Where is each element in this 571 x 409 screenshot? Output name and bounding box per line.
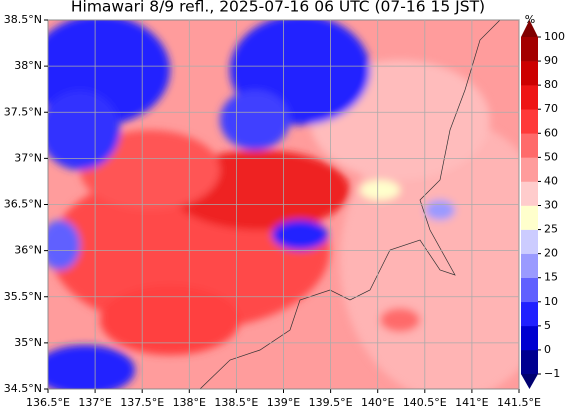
satellite-image: [48, 20, 519, 389]
x-tick-label: 137.5°E: [120, 396, 164, 409]
colorbar-label: 5: [544, 319, 551, 332]
x-tick-label: 138°E: [173, 396, 206, 409]
colorbar-segment: [521, 37, 538, 62]
colorbar-label: 70: [544, 102, 558, 115]
colorbar-label: 25: [544, 223, 558, 236]
colorbar-segment: [521, 349, 538, 375]
y-tick-label: 38.5°N: [4, 13, 42, 26]
colorbar-segment: [521, 181, 538, 206]
colorbar-over: [521, 20, 538, 37]
colorbar-segment: [521, 325, 538, 351]
colorbar-under: [521, 374, 538, 389]
colorbar-label: 20: [544, 247, 558, 260]
y-tick-label: 38°N: [14, 59, 42, 72]
colorbar-segment: [521, 253, 538, 279]
colorbar-label: 50: [544, 150, 558, 163]
colorbar-label: 40: [544, 174, 558, 187]
x-tick-label: 138.5°E: [214, 396, 258, 409]
colorbar-label: 100: [544, 30, 565, 43]
colorbar-label: 30: [544, 199, 558, 212]
colorbar-unit: %: [525, 13, 535, 26]
colorbar-label: 0: [544, 343, 551, 356]
colorbar-label: 60: [544, 126, 558, 139]
colorbar-segment: [521, 205, 538, 230]
x-tick-label: 139°E: [267, 396, 300, 409]
y-tick-label: 35°N: [14, 336, 42, 349]
colorbar-label: 90: [544, 54, 558, 67]
y-tick-label: 36°N: [14, 244, 42, 257]
x-tick-label: 141.5°E: [497, 396, 541, 409]
colorbar-segment: [521, 61, 538, 86]
x-tick-label: 141°E: [455, 396, 488, 409]
colorbar-segment: [521, 301, 538, 327]
colorbar-segment: [521, 157, 538, 182]
colorbar-segment: [521, 277, 538, 303]
x-tick-label: 137°E: [78, 396, 111, 409]
y-tick-label: 37°N: [14, 151, 42, 164]
colorbar-label: 15: [544, 271, 558, 284]
x-tick-label: 139.5°E: [309, 396, 353, 409]
y-tick-label: 37.5°N: [4, 105, 42, 118]
colorbar-segment: [521, 133, 538, 158]
y-tick-label: 34.5°N: [4, 382, 42, 395]
colorbar-segment: [521, 85, 538, 110]
x-tick-label: 140.5°E: [403, 396, 447, 409]
colorbar-segment: [521, 109, 538, 134]
colorbar-label: 80: [544, 78, 558, 91]
x-tick-label: 136.5°E: [26, 396, 70, 409]
y-tick-label: 35.5°N: [4, 290, 42, 303]
title: Himawari 8/9 refl., 2025-07-16 06 UTC (0…: [71, 0, 485, 16]
colorbar-label: −1: [544, 367, 560, 380]
y-tick-label: 36.5°N: [4, 198, 42, 211]
colorbar-label: 10: [544, 295, 558, 308]
colorbar-segment: [521, 229, 538, 254]
x-tick-label: 140°E: [361, 396, 394, 409]
